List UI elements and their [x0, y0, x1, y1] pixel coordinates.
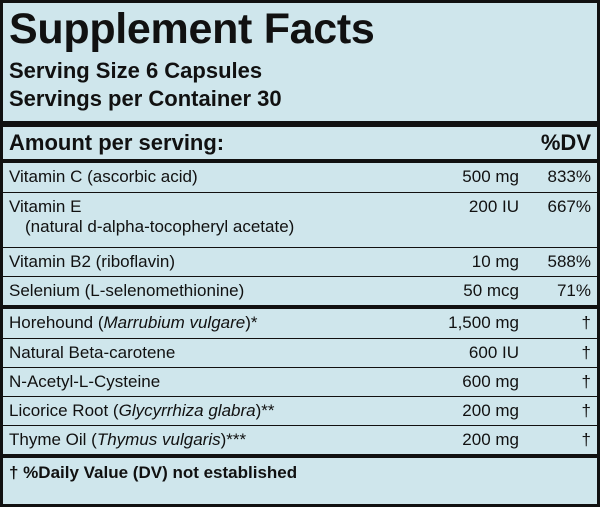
- header-dv: %DV: [540, 130, 591, 155]
- name-part: Vitamin B2 (riboflavin): [9, 252, 175, 271]
- name-part: Natural Beta-carotene: [9, 343, 176, 362]
- name-part: Horehound (: [9, 313, 104, 332]
- name-part: Marrubium vulgare: [103, 313, 246, 332]
- daily-value: 588%: [547, 252, 591, 271]
- amount: 10 mg: [471, 252, 519, 271]
- servings-per-container: Servings per Container 30: [9, 86, 282, 111]
- rule: [3, 159, 597, 163]
- name-part: Licorice Root (: [9, 401, 119, 420]
- rows: Vitamin C (ascorbic acid) 500 mg 833% Vitam…: [3, 159, 597, 454]
- name-part: )***: [220, 430, 247, 449]
- name-part: )*: [245, 313, 258, 332]
- nutrient-row: Horehound (Marrubium vulgare)* 1,500 mg †: [3, 309, 597, 338]
- daily-value: 833%: [547, 167, 591, 186]
- daily-value: †: [581, 401, 591, 420]
- amount: 600 IU: [468, 343, 519, 362]
- rule: [3, 305, 597, 309]
- name-part: N-Acetyl-L-Cysteine: [9, 372, 161, 391]
- nutrient-name: N-Acetyl-L-Cysteine: [9, 372, 399, 392]
- amount: 200 mg: [462, 430, 519, 449]
- nutrient-row: Thyme Oil (Thymus vulgaris)*** 200 mg †: [3, 425, 597, 454]
- amount: 600 mg: [462, 372, 519, 391]
- name-part: Glycyrrhiza glabra: [118, 401, 256, 420]
- nutrient-row: Selenium (L-selenomethionine) 50 mcg 71%: [3, 276, 597, 305]
- daily-value: †: [581, 430, 591, 449]
- amount: 200 mg: [462, 401, 519, 420]
- name-part: )**: [255, 401, 275, 420]
- amount: 200 IU: [468, 197, 519, 216]
- daily-value: †: [581, 372, 591, 391]
- nutrient-subtext: (natural d-alpha-tocopheryl acetate): [25, 217, 295, 236]
- nutrient-row: Natural Beta-carotene 600 IU †: [3, 338, 597, 367]
- footnote: † %Daily Value (DV) not established: [9, 463, 298, 482]
- name-part: Vitamin C (ascorbic acid): [9, 167, 198, 186]
- rule: [3, 454, 597, 458]
- nutrient-row: Licorice Root (Glycyrrhiza glabra)** 200 …: [3, 396, 597, 425]
- daily-value: 667%: [547, 197, 591, 216]
- daily-value: †: [581, 343, 591, 362]
- daily-value: 71%: [556, 281, 591, 300]
- nutrient-name: Horehound (Marrubium vulgare)*: [9, 313, 399, 333]
- title: Supplement Facts: [9, 5, 375, 53]
- nutrient-row: Vitamin B2 (riboflavin) 10 mg 588%: [3, 247, 597, 276]
- header-amount: Amount per serving:: [9, 130, 225, 155]
- nutrient-name: Thyme Oil (Thymus vulgaris)***: [9, 430, 399, 450]
- name-part: Thymus vulgaris: [96, 430, 221, 449]
- amount: 1,500 mg: [448, 313, 519, 332]
- amount: 50 mcg: [463, 281, 519, 300]
- header-row: Amount per serving: %DV: [3, 127, 597, 159]
- nutrient-name: Vitamin C (ascorbic acid): [9, 167, 399, 187]
- nutrient-row: Vitamin E (natural d-alpha-tocopheryl ace…: [3, 192, 597, 247]
- nutrient-row: Vitamin C (ascorbic acid) 500 mg 833%: [3, 163, 597, 192]
- serving-size: Serving Size 6 Capsules: [9, 58, 263, 83]
- nutrient-name: Natural Beta-carotene: [9, 343, 399, 363]
- nutrient-name: Licorice Root (Glycyrrhiza glabra)**: [9, 401, 399, 421]
- nutrient-row: N-Acetyl-L-Cysteine 600 mg †: [3, 367, 597, 396]
- daily-value: †: [581, 313, 591, 332]
- name-part: Selenium (L-selenomethionine): [9, 281, 245, 300]
- nutrient-name: Selenium (L-selenomethionine): [9, 281, 399, 301]
- rule: [3, 121, 597, 127]
- name-part: Thyme Oil (: [9, 430, 97, 449]
- amount: 500 mg: [462, 167, 519, 186]
- nutrient-name: Vitamin B2 (riboflavin): [9, 252, 399, 272]
- name-part: Vitamin E: [9, 197, 82, 216]
- nutrient-name: Vitamin E (natural d-alpha-tocopheryl ace…: [9, 197, 399, 237]
